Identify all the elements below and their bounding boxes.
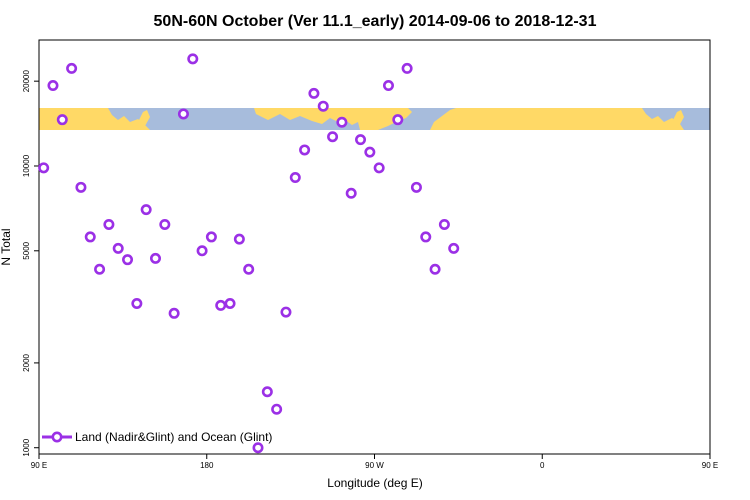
legend-marker: [51, 431, 63, 443]
data-point: [420, 231, 432, 243]
data-point: [392, 114, 404, 126]
data-point: [355, 134, 367, 146]
data-point: [224, 298, 236, 310]
data-point: [140, 204, 152, 216]
data-point: [410, 181, 422, 193]
data-point: [429, 263, 441, 275]
data-point: [47, 80, 59, 92]
data-point: [66, 62, 78, 74]
data-point: [317, 100, 329, 112]
legend-label: Land (Nadir&Glint) and Ocean (Glint): [75, 430, 272, 444]
data-point: [299, 144, 311, 156]
x-tick-label: 0: [540, 461, 545, 470]
data-point: [261, 386, 273, 398]
data-point: [336, 116, 348, 128]
data-point: [345, 187, 357, 199]
data-point: [131, 298, 143, 310]
data-point: [187, 53, 199, 65]
land-asia: [39, 108, 150, 130]
data-point: [84, 231, 96, 243]
land-asia-east: [547, 108, 684, 130]
data-point: [327, 131, 339, 143]
plot-frame: [38, 39, 711, 455]
data-point: [94, 263, 106, 275]
y-axis-label: N Total: [0, 228, 13, 265]
data-point: [252, 442, 264, 454]
data-point: [196, 245, 208, 257]
y-tick-label: 5000: [22, 241, 31, 259]
land-kamchatka-east: [672, 110, 684, 126]
y-axis: 1000 2000 5000 10000 20000: [22, 69, 39, 457]
data-point: [289, 172, 301, 184]
data-point: [401, 62, 413, 74]
data-point: [382, 80, 394, 92]
map-band: [39, 108, 710, 130]
data-point: [75, 181, 87, 193]
y-tick-label: 2000: [22, 353, 31, 371]
data-point: [243, 263, 255, 275]
data-point: [280, 306, 292, 318]
data-point: [103, 218, 115, 230]
land-europe: [430, 108, 547, 130]
data-point: [168, 307, 180, 319]
y-tick-label: 10000: [22, 154, 31, 177]
land-alaska-canada: [254, 108, 404, 130]
data-point: [271, 403, 283, 415]
land-kamchatka: [138, 110, 150, 126]
x-tick-label: 90 E: [702, 461, 718, 470]
data-point: [149, 252, 161, 264]
data-point: [56, 114, 68, 126]
data-point: [205, 231, 217, 243]
data-points: [38, 53, 460, 454]
data-point: [364, 146, 376, 158]
data-point: [112, 242, 124, 254]
x-axis-label: Longitude (deg E): [327, 476, 422, 490]
data-point: [373, 162, 385, 174]
x-tick-label: 90 E: [31, 461, 47, 470]
data-point: [159, 218, 171, 230]
legend: Land (Nadir&Glint) and Ocean (Glint): [42, 430, 272, 444]
x-tick-label: 90 W: [365, 461, 384, 470]
y-tick-label: 1000: [22, 438, 31, 456]
data-point: [448, 242, 460, 254]
data-point: [122, 254, 134, 266]
data-point: [177, 108, 189, 120]
data-point: [438, 218, 450, 230]
data-point: [215, 299, 227, 311]
data-point: [38, 162, 50, 174]
data-point: [308, 87, 320, 99]
x-tick-label: 180: [200, 461, 214, 470]
chart-title: 50N-60N October (Ver 11.1_early) 2014-09…: [154, 13, 597, 30]
map-band-land: [39, 108, 684, 130]
y-tick-label: 20000: [22, 69, 31, 92]
data-point: [233, 233, 245, 245]
